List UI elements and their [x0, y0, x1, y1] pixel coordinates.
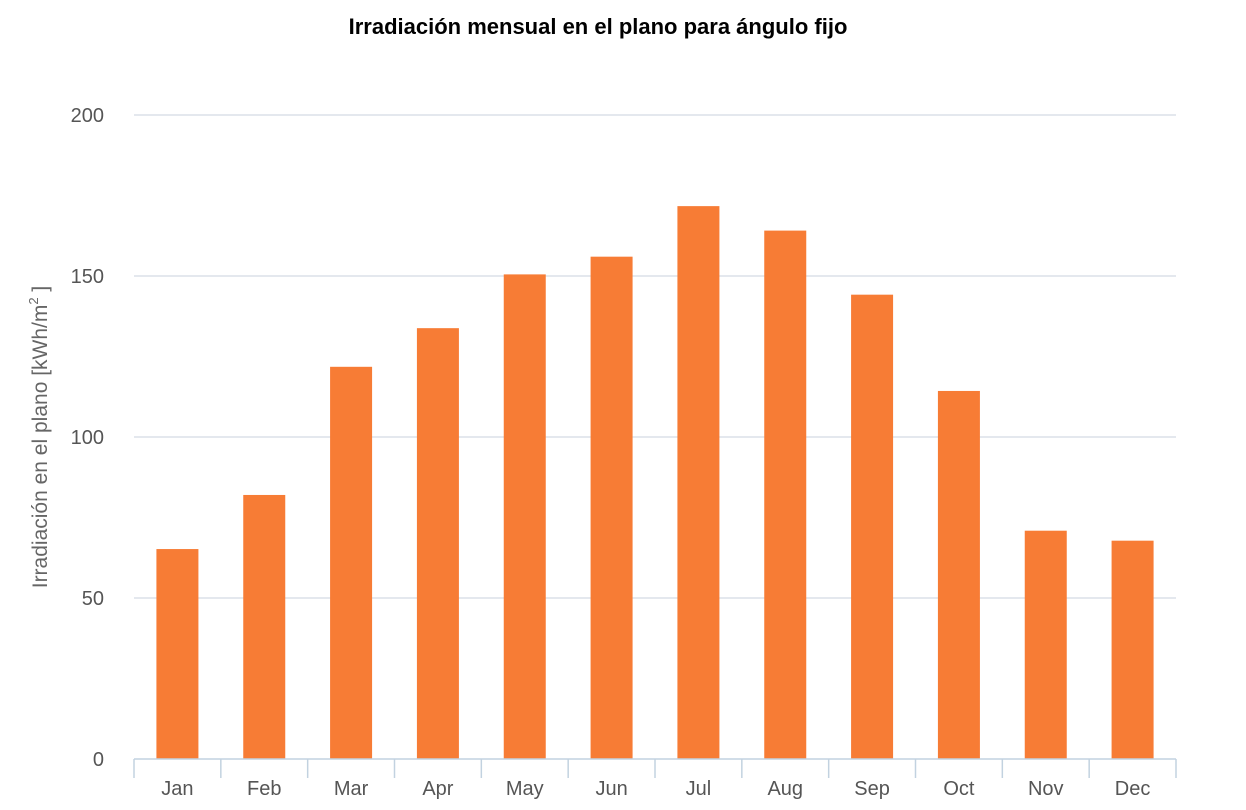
chart-title: Irradiación mensual en el plano para áng…	[348, 14, 848, 39]
x-axis	[133, 758, 1177, 778]
y-axis-ticks: 0 50 100 150 200	[71, 105, 104, 771]
y-tick-label: 50	[82, 588, 104, 610]
bar-mar	[330, 366, 373, 759]
y-tick-label: 150	[71, 266, 104, 288]
bar-oct	[937, 390, 980, 759]
x-tick-label: Jan	[161, 778, 193, 800]
bar-feb	[243, 494, 286, 759]
x-tick-label: Dec	[1115, 778, 1151, 800]
x-axis-ticks: Jan Feb Mar Apr May Jun Jul Aug Sep Oct Nov Dec	[161, 778, 1150, 800]
x-tick-label: Apr	[422, 778, 453, 800]
bar-jul	[677, 206, 720, 760]
y-tick-label: 200	[71, 105, 104, 127]
x-tick-label: Aug	[767, 778, 803, 800]
bar-sep	[851, 294, 894, 759]
x-tick-label: Feb	[247, 778, 281, 800]
x-tick-label: Mar	[334, 778, 369, 800]
gridlines	[134, 114, 1176, 599]
x-tick-label: Jun	[595, 778, 627, 800]
y-axis-title-text: Irradiación en el plano [kWh/m	[29, 305, 52, 589]
x-tick-label: Sep	[854, 778, 890, 800]
bar-jun	[590, 256, 633, 759]
x-tick-label: Nov	[1028, 778, 1064, 800]
bar-dec	[1111, 540, 1154, 759]
bar-may	[503, 274, 546, 759]
y-axis-title-suffix: ]	[29, 286, 52, 298]
x-tick-label: Jul	[686, 778, 712, 800]
y-axis-title: Irradiación en el plano [kWh/m2 ]	[26, 286, 52, 589]
y-tick-label: 100	[71, 427, 104, 449]
x-tick-label: May	[506, 778, 544, 800]
bar-apr	[416, 328, 459, 759]
y-tick-label: 0	[93, 749, 104, 771]
bar-aug	[764, 230, 807, 759]
y-axis-title-superscript: 2	[26, 297, 41, 304]
bar-nov	[1024, 530, 1067, 759]
bar-jan	[156, 549, 199, 759]
bars	[156, 206, 1154, 760]
x-tick-label: Oct	[943, 778, 975, 800]
